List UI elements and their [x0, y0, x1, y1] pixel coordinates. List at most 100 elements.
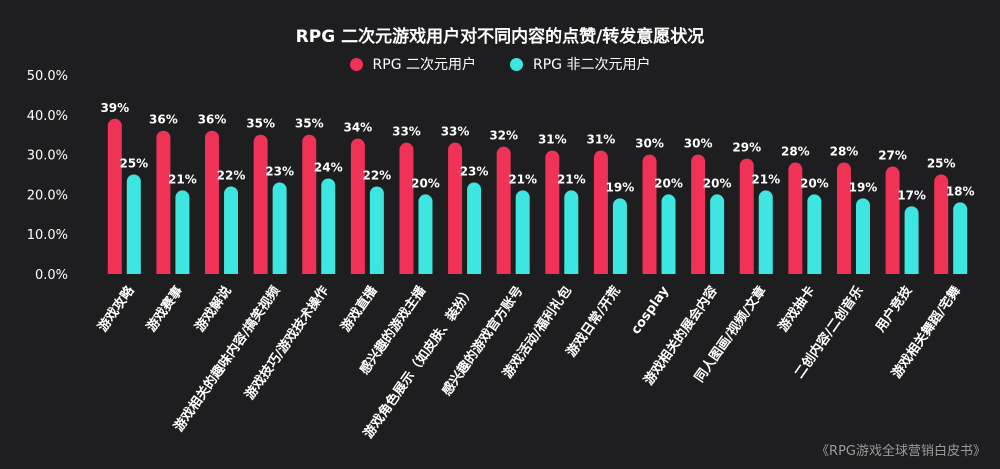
- data-label-series-2: 20%: [411, 176, 440, 190]
- data-label-series-1: 39%: [100, 101, 129, 115]
- y-tick-label: 0.0%: [35, 268, 68, 283]
- bar-series-1: [788, 162, 803, 274]
- bar-base-series-1: [205, 267, 220, 274]
- data-label-series-1: 32%: [489, 129, 518, 143]
- bar-base-series-2: [272, 267, 287, 274]
- data-label-series-1: 25%: [927, 157, 956, 171]
- data-label-series-1: 35%: [246, 117, 275, 131]
- bar-base-series-1: [836, 267, 851, 274]
- bar-base-series-2: [661, 267, 676, 274]
- legend-item-series-1: RPG 二次元用户: [349, 54, 476, 74]
- bar-base-series-2: [224, 267, 239, 274]
- bar-series-2: [953, 202, 968, 274]
- bar-base-series-1: [350, 267, 365, 274]
- bar-series-2: [612, 198, 627, 274]
- y-tick-label: 30.0%: [27, 149, 68, 164]
- data-label-series-2: 22%: [362, 168, 391, 182]
- legend-label-series-1: RPG 二次元用户: [372, 57, 476, 73]
- category-label: 感兴趣的游戏官方账号: [439, 283, 527, 399]
- bar-series-1: [545, 150, 560, 274]
- data-label-series-1: 33%: [392, 125, 421, 139]
- data-label-series-2: 17%: [897, 188, 926, 202]
- data-label-series-1: 27%: [878, 149, 907, 163]
- category-label: 游戏直播: [338, 282, 382, 335]
- bar-base-series-2: [321, 267, 336, 274]
- data-label-series-1: 33%: [441, 125, 470, 139]
- bar-base-series-1: [642, 267, 657, 274]
- bar-series-2: [661, 194, 676, 274]
- category-label: 游戏抽卡: [775, 283, 818, 335]
- bar-base-series-1: [448, 267, 463, 274]
- data-label-series-2: 20%: [800, 176, 829, 190]
- bar-base-series-2: [904, 267, 919, 274]
- data-label-series-2: 21%: [557, 172, 586, 186]
- category-label: 用户竞技: [872, 282, 916, 335]
- bar-series-1: [205, 130, 220, 274]
- bar-series-1: [496, 146, 511, 274]
- data-label-series-1: 35%: [295, 117, 324, 131]
- bar-series-2: [369, 186, 384, 274]
- data-label-series-1: 28%: [781, 145, 810, 159]
- bar-series-1: [934, 174, 949, 274]
- category-label: 游戏解说: [192, 283, 235, 335]
- bar-base-series-1: [302, 267, 317, 274]
- data-label-series-1: 31%: [538, 133, 567, 147]
- data-label-series-2: 20%: [654, 176, 683, 190]
- data-label-series-2: 21%: [751, 172, 780, 186]
- bar-series-2: [758, 190, 773, 274]
- data-label-series-2: 23%: [265, 164, 294, 178]
- bar-base-series-1: [253, 267, 268, 274]
- y-tick-label: 20.0%: [27, 188, 68, 203]
- bar-base-series-1: [885, 267, 900, 274]
- y-tick-label: 50.0%: [27, 69, 68, 84]
- bar-series-1: [253, 134, 268, 274]
- legend-item-series-2: RPG 非二次元用户: [510, 54, 650, 74]
- bar-base-series-1: [156, 267, 171, 274]
- bar-series-2: [321, 178, 336, 274]
- data-label-series-1: 31%: [587, 133, 616, 147]
- data-label-series-2: 21%: [508, 172, 537, 186]
- bar-series-2: [515, 190, 530, 274]
- legend-swatch-series-2: [510, 57, 523, 71]
- bar-series-1: [885, 166, 900, 274]
- bar-series-2: [224, 186, 239, 274]
- bar-series-2: [467, 182, 482, 274]
- bar-series-1: [448, 142, 463, 274]
- bar-base-series-2: [710, 267, 725, 274]
- bar-base-series-2: [807, 267, 822, 274]
- data-label-series-1: 30%: [635, 137, 664, 151]
- bar-base-series-1: [593, 267, 608, 274]
- bar-series-2: [807, 194, 822, 274]
- bar-series-1: [399, 142, 414, 274]
- bar-series-2: [710, 194, 725, 274]
- bar-base-series-1: [788, 267, 803, 274]
- data-label-series-1: 36%: [149, 113, 178, 127]
- bar-base-series-2: [953, 267, 968, 274]
- data-label-series-1: 28%: [830, 145, 859, 159]
- legend-swatch-series-1: [349, 57, 363, 71]
- bar-base-series-2: [369, 267, 384, 274]
- bar-base-series-2: [126, 267, 141, 274]
- bar-base-series-1: [399, 267, 414, 274]
- bar-series-2: [272, 182, 287, 274]
- bar-base-series-2: [758, 267, 773, 274]
- bar-series-1: [302, 134, 317, 274]
- bar-base-series-1: [691, 267, 706, 274]
- bar-series-2: [564, 190, 579, 274]
- data-label-series-2: 24%: [314, 160, 343, 174]
- bar-base-series-2: [467, 267, 482, 274]
- bar-series-2: [126, 174, 141, 274]
- legend-label-series-2: RPG 非二次元用户: [533, 57, 651, 73]
- bar-base-series-2: [418, 267, 433, 274]
- bar-series-1: [739, 158, 754, 274]
- bar-series-2: [855, 198, 870, 274]
- chart-legend: RPG 二次元用户 RPG 非二次元用户: [0, 54, 1000, 74]
- bar-base-series-2: [515, 267, 530, 274]
- bar-series-2: [418, 194, 433, 274]
- bar-series-1: [350, 138, 365, 274]
- bar-series-1: [107, 118, 122, 274]
- bar-series-2: [175, 190, 190, 274]
- bar-series-1: [691, 154, 706, 274]
